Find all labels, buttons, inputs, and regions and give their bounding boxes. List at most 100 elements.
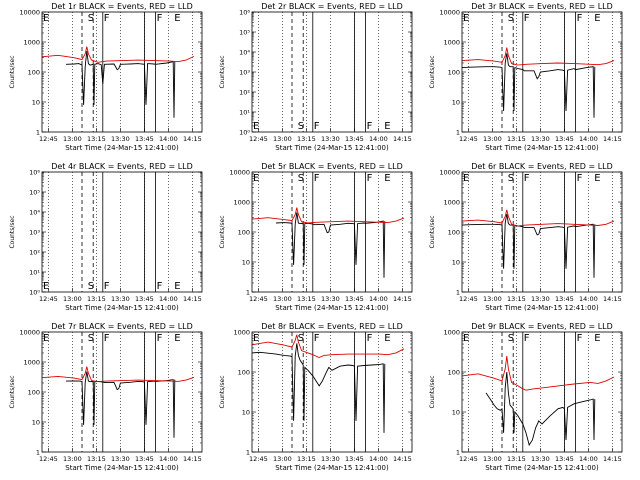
x-tick-label: 14:15: [183, 135, 202, 143]
x-tick-label: 13:00: [63, 455, 82, 463]
plot-frame: [251, 331, 413, 453]
marker-label-top: F: [367, 333, 373, 344]
x-tick-label: 12:45: [459, 295, 478, 303]
panel-3: Det 3r BLACK = Events, RED = LLD Counts/s…: [429, 2, 623, 152]
marker-label-top: S: [88, 333, 94, 344]
y-tick-label: 100: [448, 369, 460, 377]
y-axis-label: Counts/sec: [9, 215, 16, 248]
y-tick-label: 10⁴: [29, 209, 40, 217]
x-tick-label: 13:00: [483, 455, 502, 463]
y-tick-label: 10²: [29, 249, 40, 257]
x-tick-label: 13:45: [345, 295, 364, 303]
marker-label-top: E: [253, 173, 259, 184]
series-line-lld: [41, 46, 195, 63]
panel-title: Det 9r BLACK = Events, RED = LLD: [471, 322, 613, 331]
x-axis-label: Start Time (24-Mar-15 12:41:00): [275, 464, 389, 472]
x-tick-label: 12:45: [249, 295, 268, 303]
y-tick-label: 10⁶: [29, 169, 40, 177]
x-tick-label: 14:15: [183, 455, 202, 463]
x-tick-label: 13:45: [345, 455, 364, 463]
panel-title: Det 7r BLACK = Events, RED = LLD: [51, 322, 193, 331]
y-tick-label: 1: [456, 129, 460, 137]
marker-label-top: E: [384, 333, 390, 344]
panel-title: Det 3r BLACK = Events, RED = LLD: [471, 2, 613, 11]
x-tick-label: 14:00: [579, 455, 598, 463]
y-tick-label: 10⁵: [239, 29, 250, 37]
marker-label-top: S: [508, 333, 514, 344]
marker-label-top: E: [594, 13, 600, 24]
panel-title: Det 4r BLACK = Events, RED = LLD: [51, 162, 193, 171]
marker-label-top: E: [43, 13, 49, 24]
y-tick-label: 1000: [23, 359, 40, 367]
marker-label-top: S: [298, 333, 304, 344]
y-tick-label: 1: [246, 449, 250, 457]
marker-label-top: S: [88, 13, 94, 24]
marker-label-top: E: [174, 13, 180, 24]
y-tick-label: 1000: [23, 39, 40, 47]
y-axis-label: Counts/sec: [429, 55, 436, 88]
x-tick-label: 13:15: [87, 135, 106, 143]
marker-label-top: E: [463, 13, 469, 24]
x-tick-label: 13:00: [273, 135, 292, 143]
marker-label-bottom: S: [88, 281, 94, 292]
marker-label-top: E: [594, 333, 600, 344]
marker-label-top: S: [508, 173, 514, 184]
plot-frame: [41, 171, 203, 293]
x-tick-label: 13:30: [111, 135, 130, 143]
marker-label-bottom: E: [253, 121, 259, 132]
x-tick-label: 14:00: [579, 135, 598, 143]
y-tick-label: 100: [238, 369, 250, 377]
y-tick-label: 1: [36, 449, 40, 457]
marker-label-top: F: [314, 333, 320, 344]
y-tick-label: 10²: [239, 89, 250, 97]
series-line-events: [65, 50, 176, 118]
series-line-lld: [461, 47, 615, 66]
marker-label-top: E: [174, 333, 180, 344]
panel-title: Det 6r BLACK = Events, RED = LLD: [471, 162, 613, 171]
series-line-lld: [41, 366, 195, 383]
y-axis-label: Counts/sec: [219, 215, 226, 248]
panel-title: Det 5r BLACK = Events, RED = LLD: [261, 162, 403, 171]
series-line-events: [485, 371, 596, 447]
plot-frame: [461, 171, 623, 293]
x-tick-label: 13:15: [507, 295, 526, 303]
panel-4: Det 4r BLACK = Events, RED = LLD Counts/s…: [9, 162, 203, 312]
y-tick-label: 100: [448, 229, 460, 237]
panel-2: Det 2r BLACK = Events, RED = LLD Counts/s…: [219, 2, 413, 152]
marker-label-bottom: F: [314, 121, 320, 132]
marker-label-top: E: [463, 333, 469, 344]
y-tick-label: 10⁶: [239, 9, 250, 17]
marker-label-top: E: [384, 173, 390, 184]
x-tick-label: 13:00: [483, 295, 502, 303]
marker-label-top: F: [157, 333, 163, 344]
panel-8: Det 8r BLACK = Events, RED = LLD Counts/s…: [219, 322, 413, 472]
y-tick-label: 1: [246, 289, 250, 297]
plot-frame: [251, 11, 413, 133]
x-tick-label: 14:00: [369, 135, 388, 143]
marker-label-top: F: [367, 173, 373, 184]
y-tick-label: 10: [32, 419, 40, 427]
marker-label-top: F: [157, 13, 163, 24]
y-tick-label: 10: [452, 409, 460, 417]
y-axis-label: Counts/sec: [9, 375, 16, 408]
x-tick-label: 12:45: [249, 455, 268, 463]
series-line-events: [461, 213, 596, 278]
x-axis-label: Start Time (24-Mar-15 12:41:00): [485, 144, 599, 152]
marker-label-top: F: [577, 333, 583, 344]
y-tick-label: 10⁰: [239, 129, 250, 137]
x-tick-label: 14:15: [603, 455, 622, 463]
series-line-events: [461, 53, 596, 118]
marker-label-top: F: [524, 333, 530, 344]
x-tick-label: 14:15: [603, 135, 622, 143]
y-tick-label: 1000: [443, 329, 460, 337]
y-tick-label: 10: [452, 259, 460, 267]
x-tick-label: 13:00: [63, 135, 82, 143]
x-tick-label: 13:45: [135, 295, 154, 303]
y-tick-label: 10⁰: [29, 289, 40, 297]
x-tick-label: 13:45: [135, 455, 154, 463]
marker-label-bottom: S: [298, 121, 304, 132]
marker-label-top: F: [104, 333, 110, 344]
y-axis-label: Counts/sec: [429, 215, 436, 248]
marker-label-bottom: F: [157, 281, 163, 292]
x-axis-label: Start Time (24-Mar-15 12:41:00): [65, 464, 179, 472]
